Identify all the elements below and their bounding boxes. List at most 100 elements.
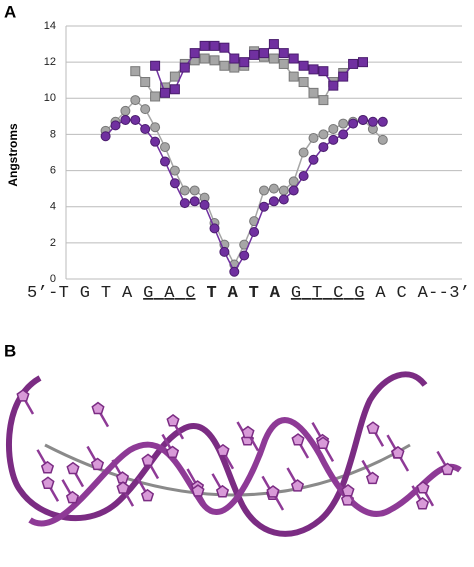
marker <box>100 131 111 142</box>
base-ring <box>140 488 155 502</box>
plot-area: 0 2 4 6 8 10 12 14 <box>44 20 462 285</box>
marker <box>358 114 368 125</box>
marker <box>358 57 368 68</box>
marker <box>179 62 190 73</box>
marker <box>140 104 151 115</box>
marker <box>259 201 269 212</box>
base-stick <box>373 431 385 447</box>
marker <box>169 165 180 176</box>
marker <box>160 142 170 153</box>
marker <box>219 246 230 257</box>
base-stick <box>36 449 47 465</box>
base-ring <box>116 481 130 494</box>
marker <box>179 185 190 196</box>
base-ring <box>215 484 230 498</box>
sequence-part: T A T A <box>196 284 291 303</box>
base-stick <box>386 434 397 450</box>
base-stick <box>361 459 372 476</box>
marker <box>169 84 180 95</box>
marker <box>209 55 220 66</box>
marker <box>348 58 359 69</box>
marker <box>199 199 210 210</box>
marker <box>199 53 210 64</box>
marker <box>189 196 200 207</box>
base-stick <box>148 463 160 480</box>
base-stick <box>61 479 72 495</box>
marker <box>150 60 161 71</box>
marker <box>189 48 200 59</box>
marker <box>298 147 309 158</box>
marker <box>288 71 299 82</box>
marker <box>268 53 279 64</box>
base-ring <box>191 484 205 497</box>
marker <box>179 198 190 209</box>
base-stick <box>48 486 60 502</box>
base-stick <box>198 494 210 510</box>
marker <box>249 49 260 60</box>
marker <box>288 185 299 196</box>
y-tick-label: 4 <box>50 201 56 213</box>
marker <box>278 185 289 196</box>
base-ring <box>341 483 355 497</box>
marker <box>239 250 250 261</box>
base-ring <box>91 401 105 415</box>
marker <box>160 156 170 167</box>
y-tick-label: 2 <box>50 237 56 249</box>
base-ring <box>440 462 455 476</box>
marker <box>268 183 279 194</box>
base-ring <box>365 471 380 485</box>
marker <box>308 133 319 144</box>
marker <box>328 134 339 145</box>
base-stick <box>136 477 147 493</box>
marker <box>318 95 329 106</box>
marker <box>288 53 299 64</box>
base-ring <box>415 496 430 510</box>
base-ring <box>216 443 230 457</box>
panel-label: A <box>4 2 16 21</box>
base-stick <box>348 494 360 510</box>
marker <box>298 60 309 71</box>
marker <box>367 116 378 127</box>
base-ring <box>16 389 30 402</box>
marker <box>298 170 309 181</box>
base-stick <box>286 467 297 483</box>
marker <box>209 223 220 234</box>
marker <box>268 39 279 50</box>
marker <box>120 114 131 125</box>
dna-structure <box>5 371 462 537</box>
base-ring <box>65 490 80 504</box>
base-ring <box>416 480 430 494</box>
marker <box>140 124 151 135</box>
marker <box>338 118 349 129</box>
marker <box>348 118 359 129</box>
marker <box>338 129 349 140</box>
marker <box>318 129 329 140</box>
marker <box>130 66 141 77</box>
marker <box>140 77 151 88</box>
marker <box>308 154 319 165</box>
y-tick-label: 12 <box>44 56 56 68</box>
marker <box>130 95 141 106</box>
sequence-part: G T C G <box>291 284 365 303</box>
base-ring <box>41 476 55 489</box>
base-stick <box>111 459 122 475</box>
marker <box>377 134 388 145</box>
base-ring <box>115 471 130 484</box>
base-stick <box>311 422 322 438</box>
marker <box>259 185 269 196</box>
base-stick <box>398 456 410 472</box>
base-stick <box>123 491 135 507</box>
marker <box>377 116 388 127</box>
marker <box>308 87 319 98</box>
y-tick-label: 6 <box>50 164 56 176</box>
marker <box>150 122 161 133</box>
y-axis-label: Angstroms <box>6 123 20 187</box>
base-ring <box>165 445 180 459</box>
marker <box>318 66 329 77</box>
panel-label: B <box>4 341 16 360</box>
marker <box>209 40 220 51</box>
base-stick <box>186 468 197 484</box>
base-stick <box>73 472 85 488</box>
marker <box>150 136 161 147</box>
